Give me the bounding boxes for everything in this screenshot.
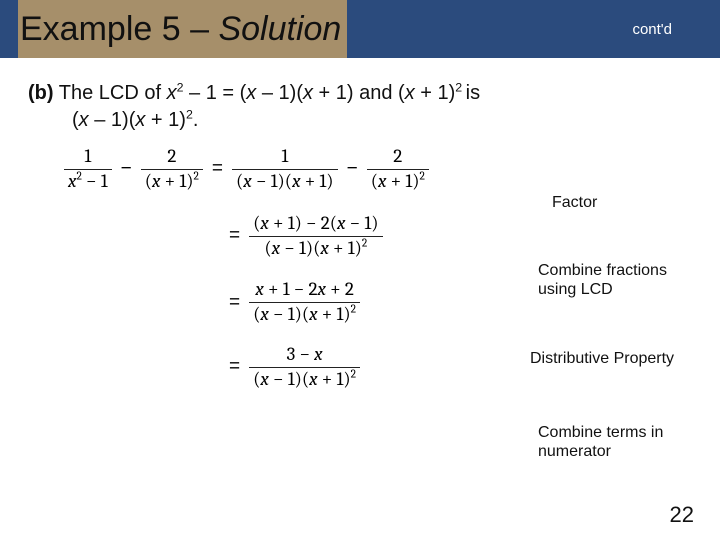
title-example: Example 5 [20, 10, 181, 48]
header-left-bar [0, 0, 18, 58]
annotation-combine-terms: Combine terms in numerator [538, 424, 663, 462]
problem-label: (b) [28, 82, 54, 104]
math-expr-4: = 3 − x(x − 1)(x + 1)2 [222, 344, 362, 391]
contd-label: cont'd [632, 21, 672, 38]
math-expr-1: 1x2 − 1 − 2(x + 1)2 = 1(x − 1)(x + 1) − … [62, 146, 431, 193]
slide-number: 22 [670, 502, 694, 528]
annotation-factor: Factor [552, 194, 597, 213]
math-expr-3: = x + 1 − 2x + 2(x − 1)(x + 1)2 [222, 279, 362, 326]
math-step-1: 1x2 − 1 − 2(x + 1)2 = 1(x − 1)(x + 1) − … [62, 146, 692, 193]
math-step-2: = (x + 1) − 2(x − 1)(x − 1)(x + 1)2 [62, 213, 692, 260]
annotation-combine-lcd: Combine fractions using LCD [538, 262, 667, 300]
problem-line2: (x – 1)(x + 1)2. [72, 107, 692, 134]
header-title-text: Example 5 – Solution [20, 10, 341, 49]
header-title-block: Example 5 – Solution [18, 0, 347, 58]
title-solution: Solution [218, 10, 341, 48]
annotation-distributive: Distributive Property [530, 350, 674, 369]
slide-body: (b) The LCD of x2 – 1 = (x – 1)(x + 1) a… [0, 58, 720, 391]
title-divider: – [181, 10, 219, 48]
slide-header: Example 5 – Solution cont'd [0, 0, 720, 58]
header-right-bar: cont'd [347, 0, 720, 58]
math-expr-2: = (x + 1) − 2(x − 1)(x − 1)(x + 1)2 [222, 213, 385, 260]
problem-statement: (b) The LCD of x2 – 1 = (x – 1)(x + 1) a… [28, 80, 692, 134]
